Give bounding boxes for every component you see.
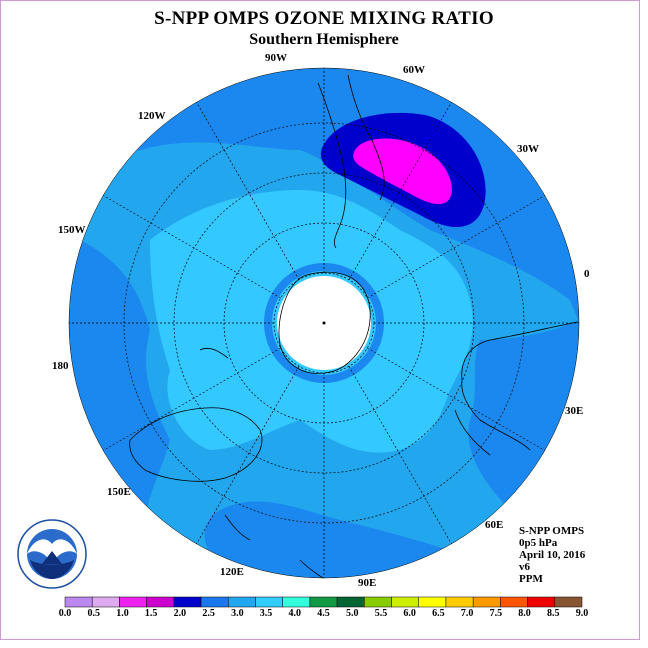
colorbar-tick-label: 4.5 <box>317 608 330 619</box>
lon-label-60e: 60E <box>485 519 504 531</box>
lon-label-0: 0 <box>584 268 590 280</box>
colorbar-swatch <box>527 596 556 608</box>
lon-label-90w: 90W <box>265 52 287 64</box>
colorbar-swatch <box>391 596 419 608</box>
colorbar-swatch <box>146 596 175 608</box>
colorbar-swatch <box>64 596 93 608</box>
colorbar-tick-label: 3.5 <box>259 608 273 619</box>
colorbar-swatch <box>228 596 256 608</box>
colorbar-swatch <box>336 596 365 608</box>
colorbar-tick-label: 7.5 <box>489 608 503 619</box>
info-instrument: S-NPP OMPS <box>519 525 585 537</box>
meridians <box>69 68 579 578</box>
info-pressure-level: 0p5 hPa <box>519 537 558 549</box>
colorbar-swatch <box>554 596 583 608</box>
colorbar-swatch <box>119 596 147 608</box>
colorbar-swatch <box>255 596 283 608</box>
lon-label-60w: 60W <box>403 64 425 76</box>
colorbar-tick-label: 4.0 <box>288 608 302 619</box>
lon-label-180: 180 <box>52 360 69 372</box>
lon-label-150e: 150E <box>107 486 131 498</box>
map-subtitle: Southern Hemisphere <box>249 31 399 48</box>
colorbar-tick-label: 2.5 <box>202 608 215 619</box>
noaa-logo <box>16 518 88 590</box>
colorbar-swatch <box>91 596 120 608</box>
colorbar-tick-label: 5.0 <box>345 608 359 619</box>
ozone-map <box>68 67 580 579</box>
meridian-line <box>193 366 300 549</box>
colorbar-swatch <box>472 596 501 608</box>
meridian-line <box>98 192 281 299</box>
colorbar-swatch <box>309 596 338 608</box>
colorbar-swatch <box>173 596 202 608</box>
colorbar-tick-label: 6.5 <box>432 608 445 619</box>
map-title: S-NPP OMPS OZONE MIXING RATIO <box>154 8 494 29</box>
colorbar-tick-label: 0.5 <box>87 608 100 619</box>
info-block: S-NPP OMPS 0p5 hPa April 10, 2016 v6 PPM <box>519 525 585 585</box>
colorbar-tick-label: 3.0 <box>231 608 244 619</box>
lon-label-150w: 150W <box>58 224 86 236</box>
colorbar-swatch <box>445 596 474 608</box>
south-pole-marker <box>322 321 326 325</box>
colorbar-tick-label: 8.5 <box>547 608 560 619</box>
colorbar-tick-label: 8.0 <box>518 608 531 619</box>
meridian-line <box>193 97 300 280</box>
colorbar-tick-label: 6.0 <box>403 608 416 619</box>
lon-label-90e: 90E <box>358 577 377 589</box>
colorbar <box>64 596 583 608</box>
colorbar-tick-label: 2.0 <box>173 608 187 619</box>
lon-label-120w: 120W <box>138 110 166 122</box>
ozone-field <box>69 68 579 578</box>
colorbar-tick-label: 9.0 <box>575 608 589 619</box>
colorbar-swatch <box>418 596 447 608</box>
colorbar-swatch <box>500 596 528 608</box>
noaa-logo-text: NOAA <box>38 541 66 551</box>
lon-label-30e: 30E <box>565 405 584 417</box>
colorbar-tick-label: 7.0 <box>460 608 474 619</box>
meridian-line <box>348 97 455 280</box>
lon-label-120e: 120E <box>220 566 244 578</box>
colorbar-swatch <box>200 596 229 608</box>
colorbar-swatch <box>282 596 311 608</box>
colorbar-tick-label: 1.0 <box>116 608 129 619</box>
info-units: PPM <box>519 573 543 585</box>
colorbar-swatch <box>364 596 392 608</box>
meridian-line <box>348 366 455 549</box>
colorbar-tick-label: 0.0 <box>58 608 72 619</box>
colorbar-tick-label: 1.5 <box>144 608 158 619</box>
meridian-line <box>367 347 550 454</box>
meridian-line <box>367 192 550 299</box>
info-version: v6 <box>519 561 530 573</box>
meridian-line <box>98 347 281 454</box>
coastlines <box>129 74 579 578</box>
colorbar-tick-label: 5.5 <box>374 608 388 619</box>
map-boundary <box>68 67 580 579</box>
lon-label-30w: 30W <box>517 143 539 155</box>
info-date: April 10, 2016 <box>519 549 586 561</box>
